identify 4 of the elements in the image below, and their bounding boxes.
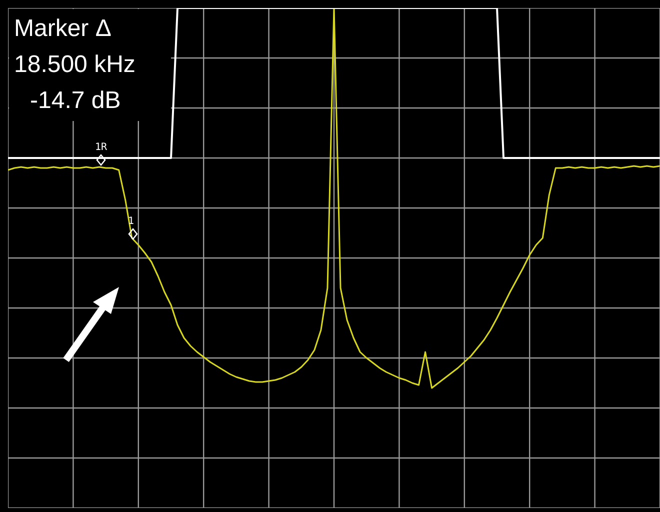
annotation: 1R <box>94 142 108 153</box>
annotation: Marker Δ <box>14 15 112 42</box>
annotation: -14.7 dB <box>30 87 121 114</box>
annotation: 18.500 kHz <box>14 51 136 78</box>
